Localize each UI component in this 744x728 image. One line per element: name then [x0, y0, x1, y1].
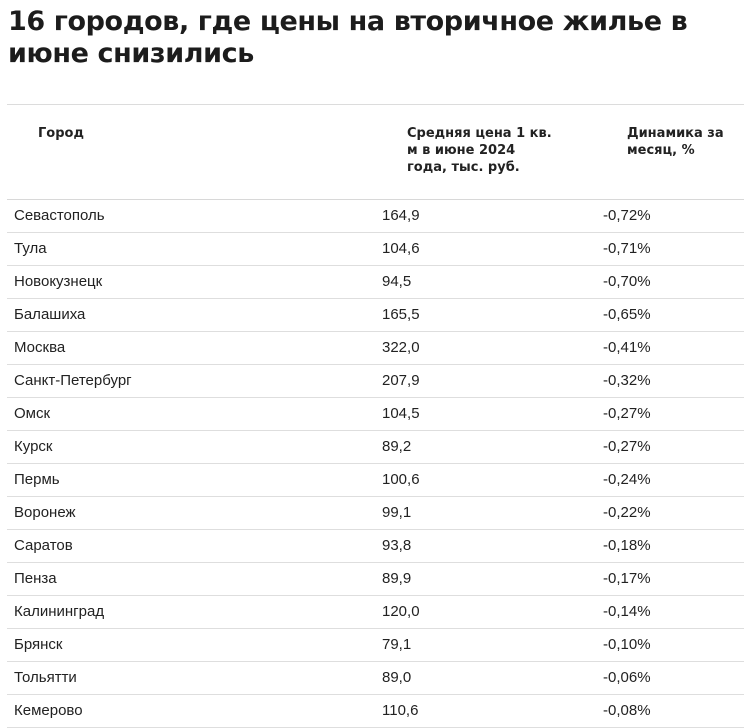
cell-dynamics: -0,27% [603, 438, 651, 455]
cell-city: Калининград [14, 603, 105, 620]
cell-city: Пенза [14, 570, 57, 587]
cell-dynamics: -0,71% [603, 240, 651, 257]
cell-price: 100,6 [382, 471, 420, 488]
cell-dynamics: -0,08% [603, 702, 651, 719]
cell-price: 89,9 [382, 570, 412, 587]
table-row: Балашиха 165,5 -0,65% [7, 299, 744, 332]
header-city: Город [38, 126, 84, 141]
cell-price: 79,1 [382, 636, 412, 653]
cell-dynamics: -0,32% [603, 372, 651, 389]
cell-dynamics: -0,17% [603, 570, 651, 587]
table-row: Санкт-Петербург 207,9 -0,32% [7, 365, 744, 398]
header-dynamics: Динамика за месяц, % [627, 126, 724, 158]
cell-dynamics: -0,18% [603, 537, 651, 554]
price-table: Город Средняя цена 1 кв. м в июне 2024 г… [7, 104, 744, 728]
table-row: Саратов 93,8 -0,18% [7, 530, 744, 563]
cell-city: Санкт-Петербург [14, 372, 132, 389]
cell-city: Балашиха [14, 306, 86, 323]
cell-price: 165,5 [382, 306, 420, 323]
cell-price: 164,9 [382, 207, 420, 224]
cell-dynamics: -0,24% [603, 471, 651, 488]
cell-city: Воронеж [14, 504, 76, 521]
cell-city: Курск [14, 438, 53, 455]
cell-dynamics: -0,22% [603, 504, 651, 521]
table-row: Курск 89,2 -0,27% [7, 431, 744, 464]
cell-price: 120,0 [382, 603, 420, 620]
cell-dynamics: -0,70% [603, 273, 651, 290]
cell-city: Кемерово [14, 702, 83, 719]
cell-price: 89,0 [382, 669, 412, 686]
table-row: Брянск 79,1 -0,10% [7, 629, 744, 662]
cell-city: Пермь [14, 471, 60, 488]
cell-city: Тула [14, 240, 47, 257]
cell-price: 207,9 [382, 372, 420, 389]
table-header: Город Средняя цена 1 кв. м в июне 2024 г… [7, 104, 744, 200]
cell-dynamics: -0,27% [603, 405, 651, 422]
cell-dynamics: -0,06% [603, 669, 651, 686]
cell-city: Новокузнецк [14, 273, 103, 290]
cell-price: 94,5 [382, 273, 412, 290]
table-row: Омск 104,5 -0,27% [7, 398, 744, 431]
cell-dynamics: -0,41% [603, 339, 651, 356]
table-row: Новокузнецк 94,5 -0,70% [7, 266, 744, 299]
cell-dynamics: -0,65% [603, 306, 651, 323]
table-row: Пенза 89,9 -0,17% [7, 563, 744, 596]
cell-dynamics: -0,10% [603, 636, 651, 653]
page-title: 16 городов, где цены на вторичное жилье … [8, 6, 688, 69]
table-row: Тула 104,6 -0,71% [7, 233, 744, 266]
table-row: Пермь 100,6 -0,24% [7, 464, 744, 497]
cell-price: 93,8 [382, 537, 412, 554]
cell-city: Брянск [14, 636, 63, 653]
table-row: Севастополь 164,9 -0,72% [7, 200, 744, 233]
table-body: Севастополь 164,9 -0,72% Тула 104,6 -0,71% Нов… [7, 200, 744, 728]
cell-city: Тольятти [14, 669, 77, 686]
table-row: Воронеж 99,1 -0,22% [7, 497, 744, 530]
table-row: Тольятти 89,0 -0,06% [7, 662, 744, 695]
table-row: Москва 322,0 -0,41% [7, 332, 744, 365]
header-price: Средняя цена 1 кв. м в июне 2024 года, т… [407, 126, 552, 175]
cell-city: Саратов [14, 537, 73, 554]
cell-dynamics: -0,14% [603, 603, 651, 620]
cell-price: 89,2 [382, 438, 412, 455]
cell-price: 104,5 [382, 405, 420, 422]
cell-price: 104,6 [382, 240, 420, 257]
cell-price: 110,6 [382, 702, 419, 719]
cell-city: Москва [14, 339, 66, 356]
cell-city: Севастополь [14, 207, 105, 224]
table-row: Кемерово 110,6 -0,08% [7, 695, 744, 728]
cell-city: Омск [14, 405, 51, 422]
cell-price: 322,0 [382, 339, 420, 356]
cell-price: 99,1 [382, 504, 412, 521]
cell-dynamics: -0,72% [603, 207, 651, 224]
table-row: Калининград 120,0 -0,14% [7, 596, 744, 629]
